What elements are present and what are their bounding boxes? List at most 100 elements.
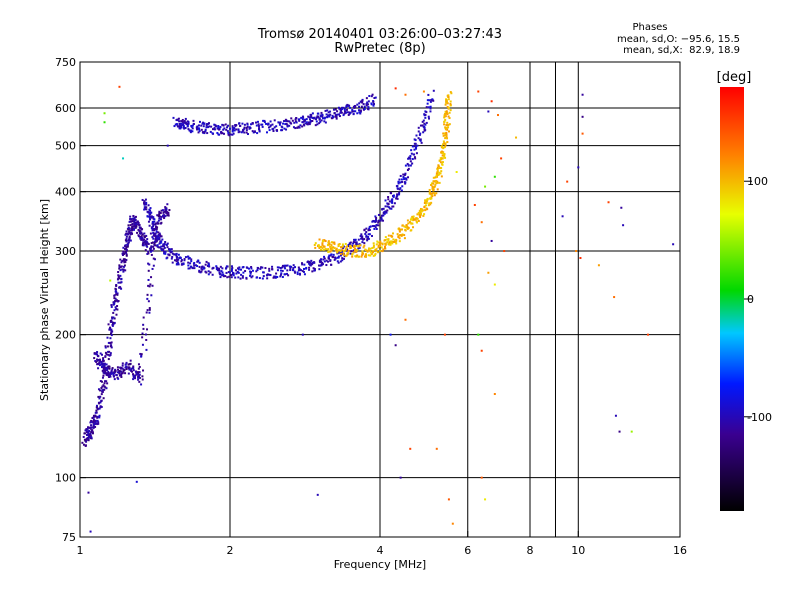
y-tick-label: 400 [55,186,76,199]
echo-point [307,260,310,263]
echo-point [137,376,140,379]
echo-point [442,134,445,137]
echo-point [137,363,140,366]
echo-point [448,111,451,114]
echo-point [322,248,325,251]
echo-point [292,267,295,270]
echo-point [388,200,391,203]
echo-point [417,211,420,214]
echo-point [184,256,187,259]
echo-point [159,218,162,221]
echo-point [125,246,128,249]
echo-point [320,111,323,114]
echo-point [286,264,289,267]
echo-point [261,125,264,128]
echo-point [112,373,115,376]
echo-point [272,130,275,133]
echo-point [262,271,265,274]
echo-point [431,186,434,189]
echo-point [180,263,183,266]
echo-point [357,109,360,112]
echo-point [155,227,158,230]
echo-point [390,207,393,210]
echo-point [311,112,314,115]
echo-point [115,290,118,293]
echo-point [406,168,409,171]
echo-point [444,144,447,147]
echo-point [140,353,143,356]
echo-point [487,110,490,113]
echo-point [205,126,208,129]
echo-point [398,193,401,196]
echo-point [145,243,148,246]
echo-point [214,124,217,127]
echo-point [111,367,114,370]
echo-point [166,144,169,147]
echo-point [163,210,166,213]
echo-point [122,270,125,273]
echo-point [160,245,163,248]
echo-point [133,224,136,227]
echo-point [437,165,440,168]
echo-point [403,237,406,240]
echo-point [355,242,358,245]
echo-point [108,376,111,379]
echo-point [85,438,88,441]
echo-point [107,341,110,344]
echo-point [366,107,369,110]
echo-point [124,239,127,242]
echo-point [292,264,295,267]
echo-point [338,249,341,252]
echo-point [122,370,125,373]
echo-point [410,149,413,152]
echo-point [143,232,146,235]
echo-point [399,228,402,231]
echo-point [130,231,133,234]
echo-point [371,246,374,249]
echo-point [237,276,240,279]
echo-point [158,214,161,217]
echo-point [237,271,240,274]
echo-point [355,250,358,253]
echo-point [337,255,340,258]
echo-point [288,120,291,123]
echo-point [349,252,352,255]
echo-point [284,123,287,126]
echo-point [151,229,154,232]
echo-point [335,117,338,120]
echo-point [132,373,135,376]
echo-point [256,132,259,135]
echo-point [99,405,102,408]
echo-point [449,91,452,94]
echo-point [149,283,152,286]
echo-point [259,267,262,270]
echo-point [419,214,422,217]
echo-point [140,383,143,386]
echo-point [398,230,401,233]
echo-point [117,271,120,274]
stats-x-mode: mean, sd,X: 82.9, 18.9 [623,45,740,56]
echo-point [577,166,580,169]
echo-point [213,123,216,126]
echo-point [148,311,151,314]
echo-point [275,129,278,132]
echo-point [182,124,185,127]
echo-point [362,252,365,255]
x-tick-label: 6 [464,544,471,557]
echo-point [417,219,420,222]
echo-point [147,300,150,303]
echo-point [90,424,93,427]
echo-point [128,237,131,240]
echo-point [261,123,264,126]
echo-point [117,275,120,278]
echo-point [414,218,417,221]
echo-point [146,241,149,244]
echo-point [95,409,98,412]
echo-point [216,269,219,272]
echo-point [217,125,220,128]
echo-point [163,250,166,253]
echo-point [230,276,233,279]
echo-point [493,393,496,396]
echo-point [368,233,371,236]
echo-point [83,438,86,441]
